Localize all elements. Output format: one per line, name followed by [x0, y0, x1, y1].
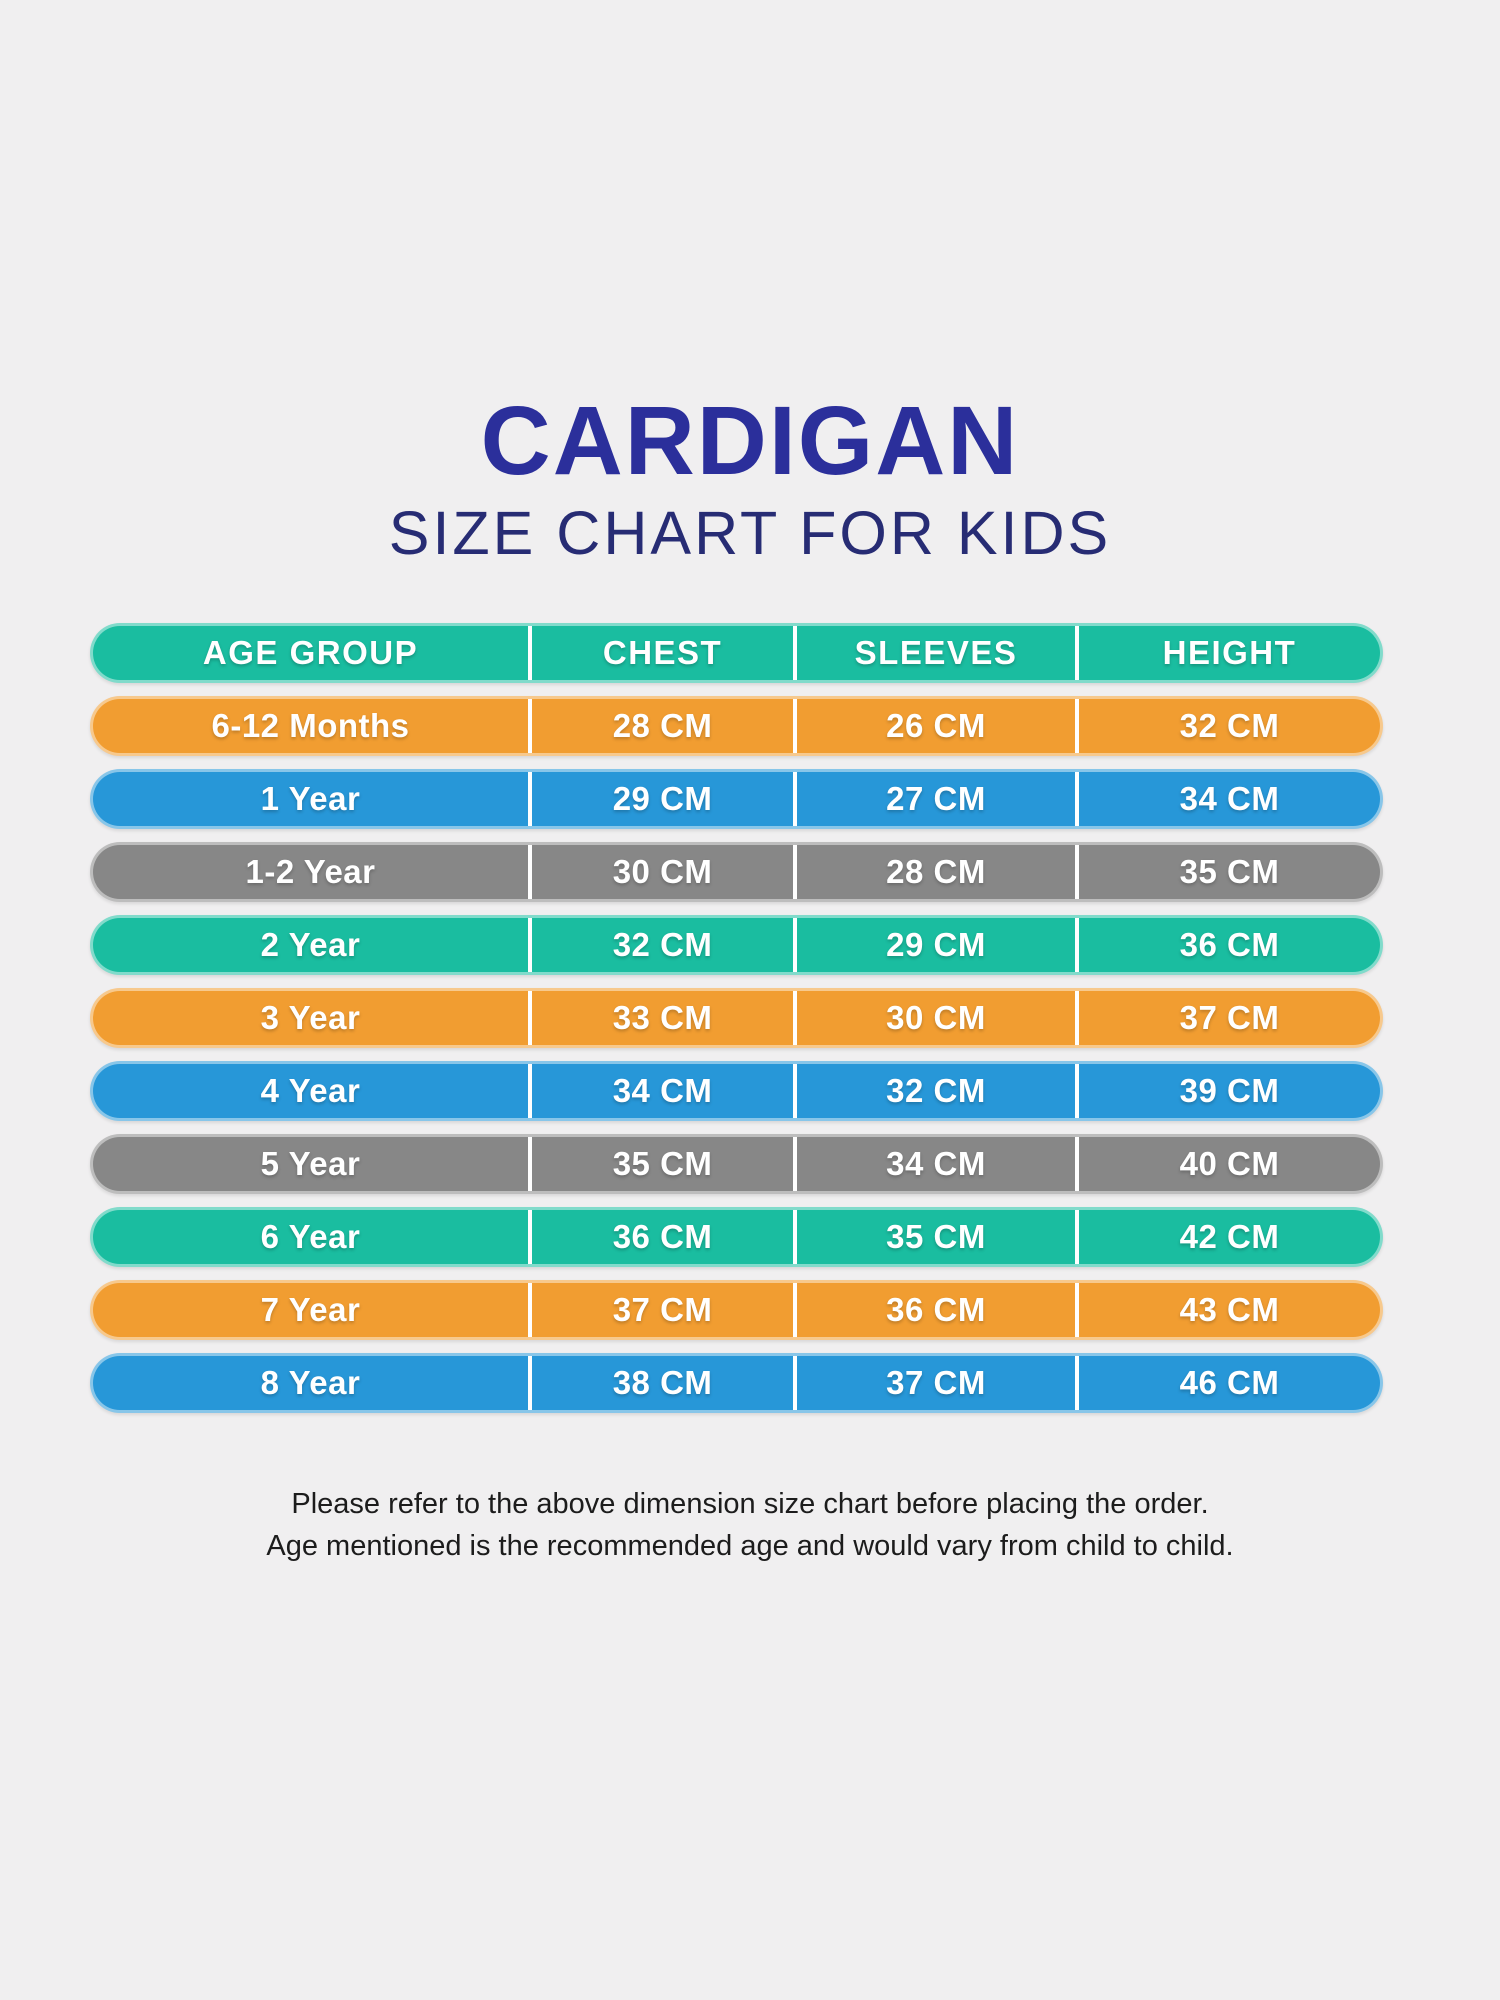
- table-cell-chest: 29 CM: [528, 772, 793, 826]
- table-cell-chest: 35 CM: [528, 1137, 793, 1191]
- table-cell-chest: 36 CM: [528, 1210, 793, 1264]
- table-row: 3 Year 33 CM 30 CM 37 CM: [90, 988, 1383, 1048]
- table-row: 7 Year 37 CM 36 CM 43 CM: [90, 1280, 1383, 1340]
- table-cell-sleeves: 28 CM: [793, 845, 1075, 899]
- page-subtitle: SIZE CHART FOR KIDS: [388, 499, 1112, 567]
- table-cell-height: 39 CM: [1074, 1064, 1380, 1118]
- table-cell-height: 35 CM: [1074, 845, 1380, 899]
- table-row: 1 Year 29 CM 27 CM 34 CM: [90, 769, 1383, 829]
- table-cell-height: 34 CM: [1074, 772, 1380, 826]
- size-table: AGE GROUP CHEST SLEEVES HEIGHT 6-12 Mont…: [90, 623, 1383, 1426]
- table-cell-age: 5 Year: [260, 1145, 361, 1182]
- table-row: 5 Year 35 CM 34 CM 40 CM: [90, 1134, 1383, 1194]
- table-cell-height: 42 CM: [1074, 1210, 1380, 1264]
- table-cell-height: 36 CM: [1074, 918, 1380, 972]
- table-cell-age: 6 Year: [260, 1218, 361, 1255]
- table-cell-age: 4 Year: [260, 1072, 361, 1109]
- table-cell-sleeves: 26 CM: [793, 699, 1075, 753]
- table-cell-chest: 34 CM: [528, 1064, 793, 1118]
- table-cell-sleeves: 36 CM: [793, 1283, 1075, 1337]
- table-cell-chest: 32 CM: [528, 918, 793, 972]
- table-cell-sleeves: 37 CM: [793, 1356, 1075, 1410]
- table-header-row: AGE GROUP CHEST SLEEVES HEIGHT: [90, 623, 1383, 683]
- table-cell-age: 6-12 Months: [211, 707, 410, 744]
- title-block: CARDIGAN SIZE CHART FOR KIDS: [0, 0, 1500, 564]
- table-row: 8 Year 38 CM 37 CM 46 CM: [90, 1353, 1383, 1413]
- table-cell-sleeves: 27 CM: [793, 772, 1075, 826]
- table-cell-height: 46 CM: [1074, 1356, 1380, 1410]
- table-cell-chest: 38 CM: [528, 1356, 793, 1410]
- table-cell-sleeves: 29 CM: [793, 918, 1075, 972]
- page-title: CARDIGAN: [480, 386, 1020, 495]
- table-cell-sleeves: 35 CM: [793, 1210, 1075, 1264]
- column-header-height: HEIGHT: [1074, 626, 1380, 680]
- table-row: 4 Year 34 CM 32 CM 39 CM: [90, 1061, 1383, 1121]
- footer-line-1: Please refer to the above dimension size…: [291, 1488, 1209, 1520]
- table-cell-height: 37 CM: [1074, 991, 1380, 1045]
- table-cell-age: 3 Year: [260, 999, 361, 1036]
- table-cell-chest: 37 CM: [528, 1283, 793, 1337]
- column-header-age-group: AGE GROUP: [202, 634, 419, 671]
- table-cell-chest: 33 CM: [528, 991, 793, 1045]
- footer-note: Please refer to the above dimension size…: [0, 1483, 1500, 1567]
- column-header-sleeves: SLEEVES: [793, 626, 1075, 680]
- table-cell-age: 1 Year: [260, 780, 361, 817]
- table-cell-height: 43 CM: [1074, 1283, 1380, 1337]
- table-cell-sleeves: 30 CM: [793, 991, 1075, 1045]
- table-row: 6-12 Months 28 CM 26 CM 32 CM: [90, 696, 1383, 756]
- table-row: 2 Year 32 CM 29 CM 36 CM: [90, 915, 1383, 975]
- table-row: 6 Year 36 CM 35 CM 42 CM: [90, 1207, 1383, 1267]
- table-cell-chest: 30 CM: [528, 845, 793, 899]
- table-cell-height: 40 CM: [1074, 1137, 1380, 1191]
- table-cell-sleeves: 32 CM: [793, 1064, 1075, 1118]
- table-cell-height: 32 CM: [1074, 699, 1380, 753]
- table-cell-age: 7 Year: [260, 1291, 361, 1328]
- column-header-chest: CHEST: [528, 626, 793, 680]
- table-body: 6-12 Months 28 CM 26 CM 32 CM 1 Year 29 CM 27 …: [90, 696, 1383, 1413]
- table-cell-sleeves: 34 CM: [793, 1137, 1075, 1191]
- table-cell-chest: 28 CM: [528, 699, 793, 753]
- table-row: 1-2 Year 30 CM 28 CM 35 CM: [90, 842, 1383, 902]
- table-cell-age: 2 Year: [260, 926, 361, 963]
- table-cell-age: 1-2 Year: [245, 853, 376, 890]
- footer-line-2: Age mentioned is the recommended age and…: [266, 1530, 1234, 1563]
- table-cell-age: 8 Year: [260, 1364, 361, 1401]
